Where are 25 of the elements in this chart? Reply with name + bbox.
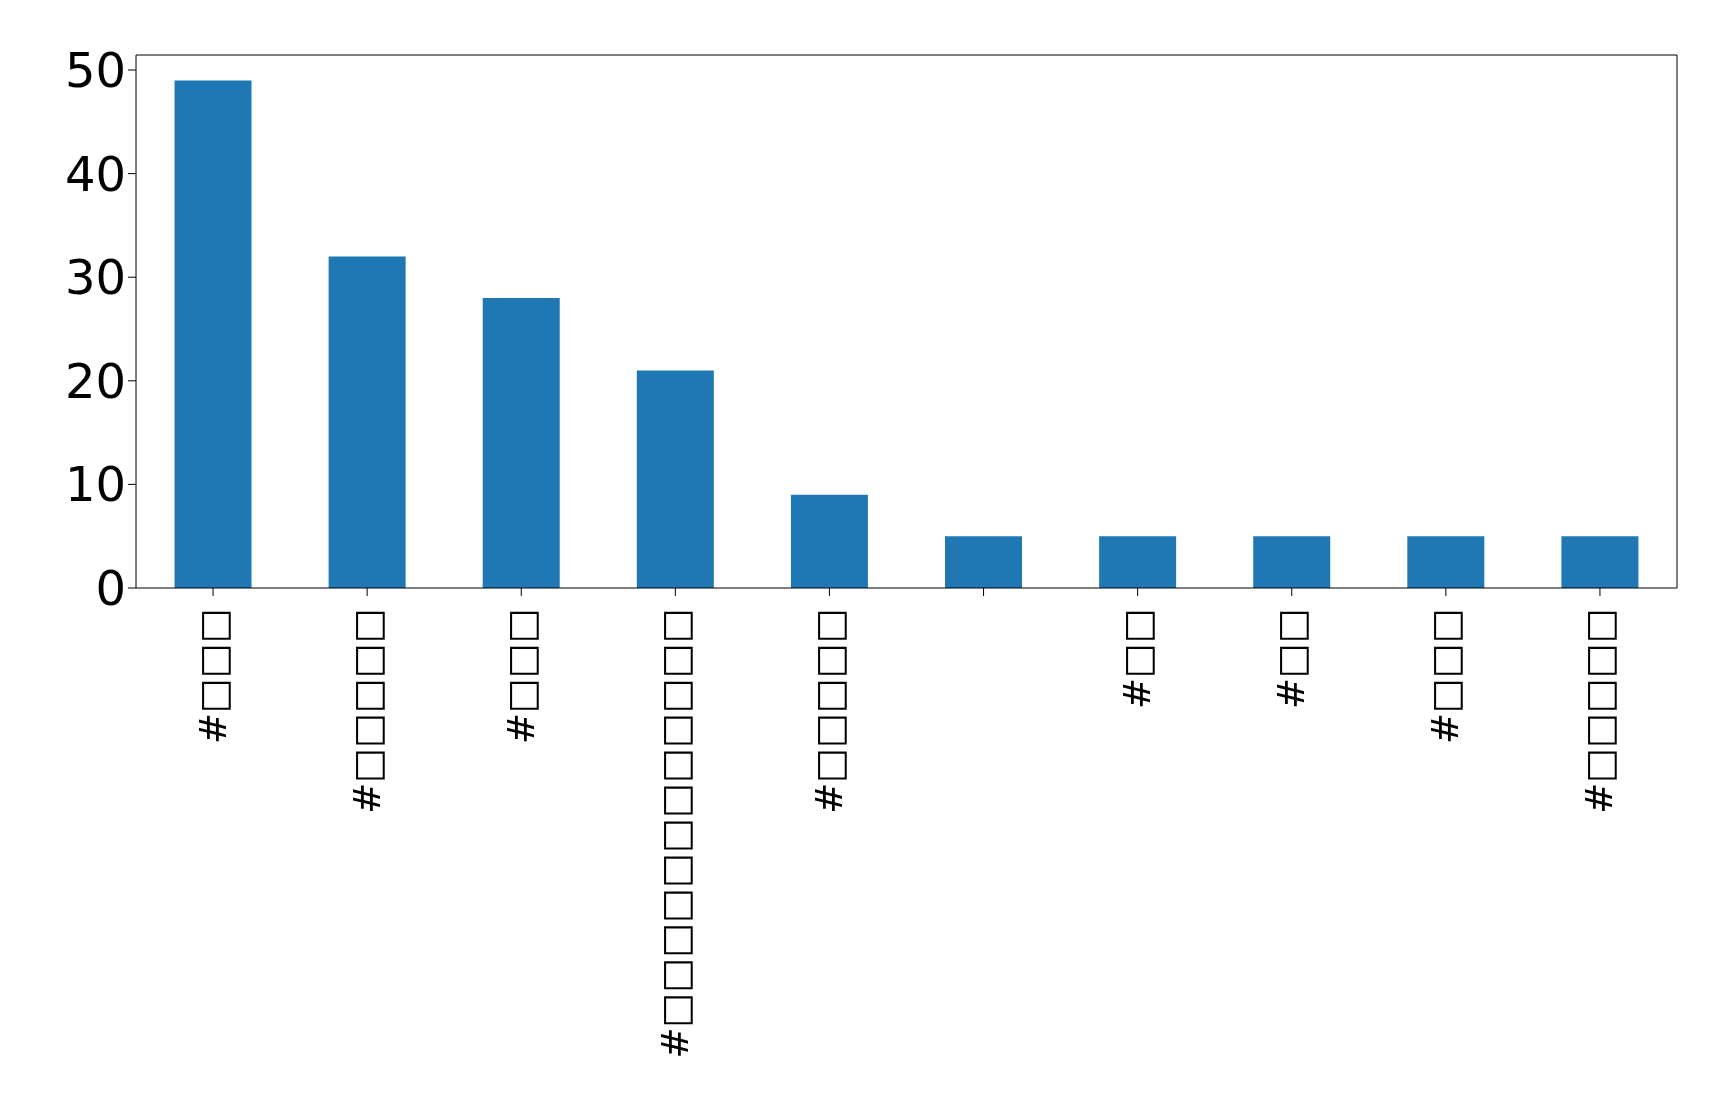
bar — [482, 297, 560, 588]
bar — [1561, 536, 1639, 588]
x-tick-label: #□□ — [1116, 608, 1160, 709]
x-tick-label: #□□ — [1270, 608, 1314, 709]
x-tick-label: #□□□□□ — [345, 608, 389, 814]
y-tick-label: 30 — [64, 249, 126, 306]
y-tick-label: 0 — [95, 560, 126, 617]
bar — [790, 494, 868, 588]
bar — [1253, 536, 1331, 588]
x-tick-label: #□□□ — [499, 608, 543, 744]
bar — [1099, 536, 1177, 588]
y-tick-label: 40 — [64, 145, 126, 202]
y-tick-label: 20 — [64, 352, 126, 409]
bar — [636, 370, 714, 588]
x-tick-label: #□□□□□□□□□□□□ — [653, 608, 697, 1059]
y-tick-label: 50 — [64, 42, 126, 99]
bar — [328, 256, 406, 588]
x-tick-label: #□□□ — [1424, 608, 1468, 744]
bar — [174, 80, 252, 588]
x-tick-label: #□□□□□ — [1578, 608, 1622, 814]
bar — [945, 536, 1023, 588]
y-tick-label: 10 — [64, 456, 126, 513]
x-tick-label: #□□□ — [191, 608, 235, 744]
x-tick-label: #□□□□□ — [807, 608, 851, 814]
bar — [1407, 536, 1485, 588]
